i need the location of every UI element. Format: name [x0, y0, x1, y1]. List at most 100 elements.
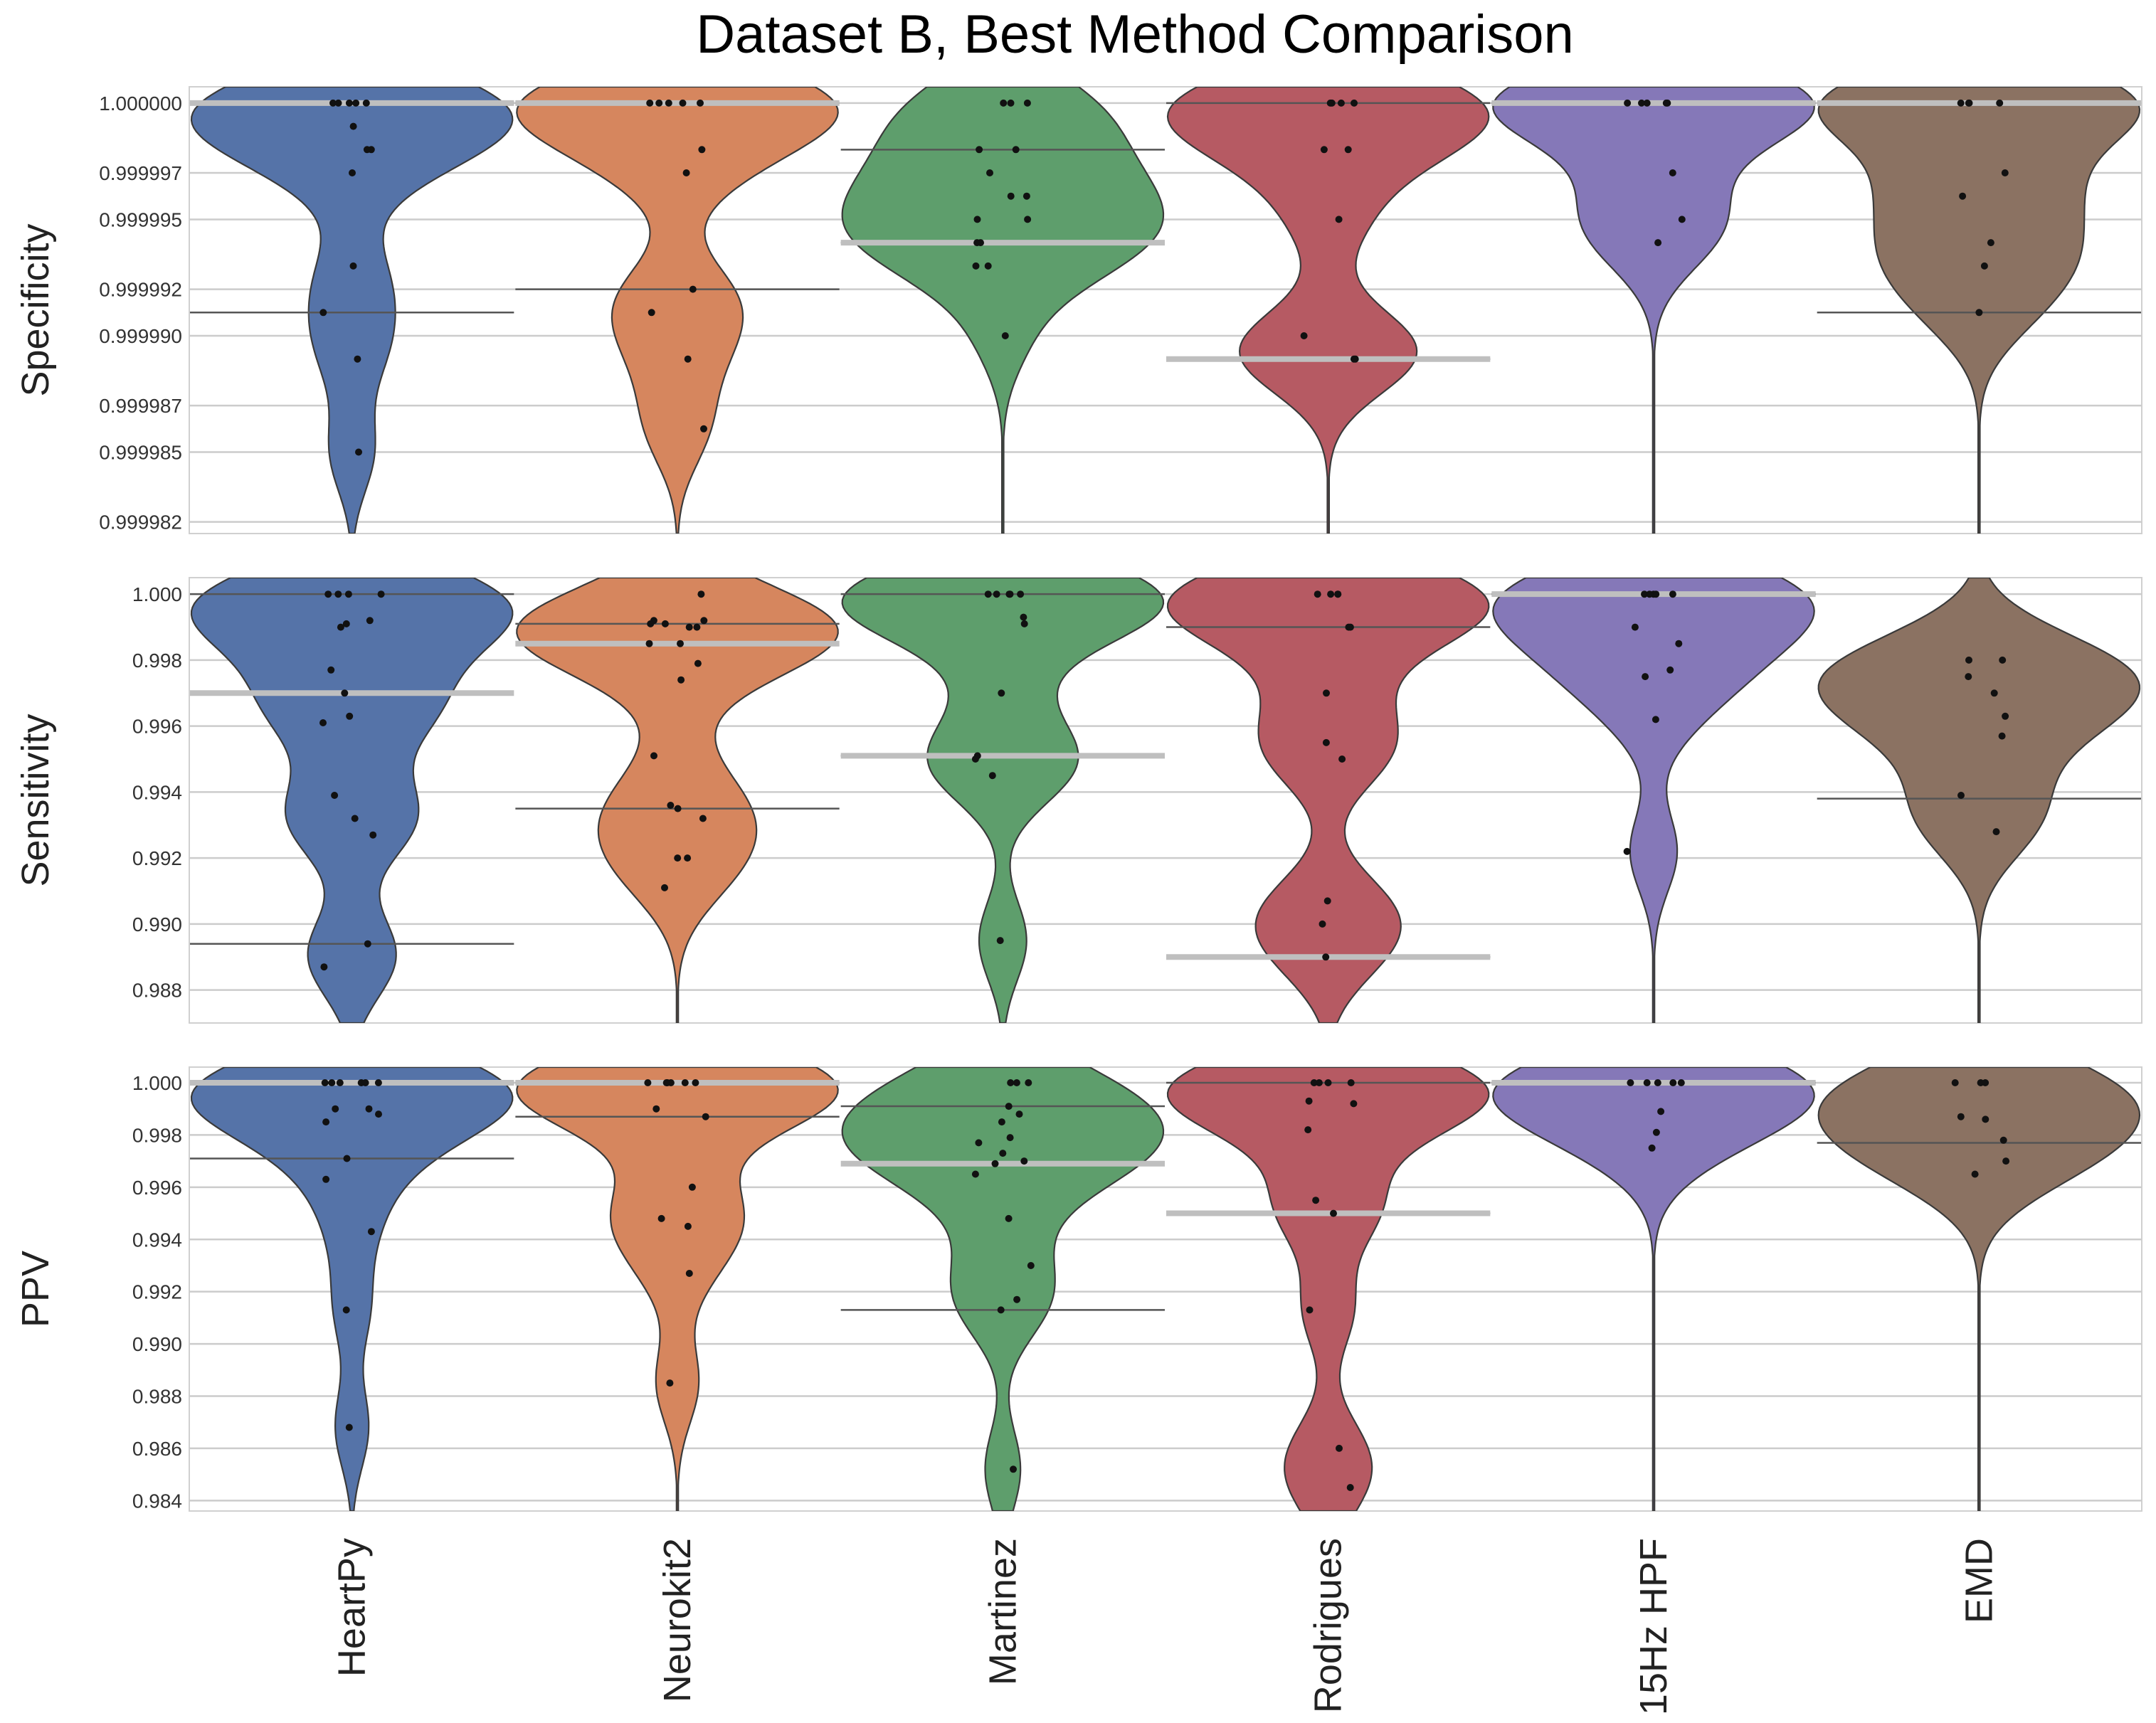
data-point [1654, 1079, 1661, 1086]
data-point [1007, 1079, 1015, 1086]
data-point [363, 146, 371, 154]
data-point [975, 1139, 983, 1147]
violin-emd [1817, 87, 2141, 534]
data-point [689, 285, 697, 293]
data-point [1643, 99, 1651, 107]
violin-body [1166, 87, 1490, 534]
data-point [1996, 99, 2004, 107]
data-point [1000, 99, 1008, 107]
data-point [972, 262, 980, 270]
data-point [1669, 169, 1676, 176]
data-point [327, 666, 335, 674]
data-point [1965, 656, 1972, 664]
data-point [367, 1228, 375, 1236]
data-point [692, 1079, 699, 1086]
panel-frame [189, 1066, 2142, 1512]
data-point [1015, 1110, 1023, 1118]
data-point [2002, 712, 2009, 720]
violin-body [190, 1067, 514, 1511]
plot-area [190, 1067, 2141, 1511]
data-point [324, 590, 332, 598]
panel-frame [189, 577, 2142, 1024]
data-point [1304, 1126, 1312, 1134]
y-tick-label: 0.994 [132, 1229, 182, 1251]
data-point [1652, 1128, 1660, 1136]
data-point [644, 1079, 652, 1086]
violin-neurokit2 [515, 87, 840, 534]
data-point [1677, 1079, 1685, 1086]
data-point [375, 1110, 382, 1118]
x-tick-label: 15Hz HPF [1632, 1538, 1675, 1715]
panel-sensitivity: 0.988 0.990 0.992 0.994 0.996 0.998 1.000 Sensi… [14, 577, 2142, 1024]
data-point [1024, 216, 1032, 223]
data-point [697, 99, 704, 107]
violin-emd [1817, 578, 2141, 1023]
data-point [349, 169, 356, 176]
data-point [1965, 99, 1973, 107]
y-tick-label: 0.986 [132, 1438, 182, 1460]
panel-specificity: 0.999982 0.999985 0.999987 0.999990 0.999992… [14, 86, 2142, 534]
y-axis-label: Sensitivity [14, 714, 57, 886]
violin-body [1817, 1067, 2141, 1511]
y-tick-label: 0.999990 [99, 325, 182, 347]
violin-heartpy [190, 578, 514, 1023]
data-point [1322, 738, 1330, 746]
data-point [1319, 920, 1326, 928]
violin-15hz-hpf [1491, 87, 1816, 534]
data-point [1623, 847, 1631, 855]
data-point [667, 802, 675, 809]
plot-area [190, 578, 2141, 1023]
data-point [998, 689, 1005, 697]
data-point [1005, 1214, 1013, 1222]
y-axis-label: Specificity [14, 223, 57, 396]
data-point [1641, 590, 1648, 598]
data-point [971, 756, 979, 763]
data-point [1027, 1262, 1035, 1269]
data-point [1980, 262, 1988, 270]
data-point [998, 1118, 1005, 1126]
data-point [657, 1214, 665, 1222]
violin-martinez [840, 87, 1165, 534]
data-point [364, 940, 371, 948]
data-point [1975, 309, 1983, 317]
data-point [1312, 1197, 1320, 1204]
violin-martinez [840, 578, 1165, 1023]
data-point [652, 1105, 660, 1113]
data-point [973, 239, 981, 247]
data-point [1306, 1306, 1314, 1314]
data-point [1300, 332, 1308, 339]
data-point [1669, 590, 1676, 598]
data-point [1627, 1079, 1634, 1086]
data-point [369, 831, 377, 839]
data-point [1664, 99, 1671, 107]
y-tick-label: 0.994 [132, 781, 182, 803]
data-point [1346, 623, 1354, 631]
data-point [1326, 99, 1334, 107]
data-point [1643, 1079, 1651, 1086]
data-point [321, 1079, 329, 1086]
data-point [1336, 1444, 1343, 1452]
data-point [1965, 673, 1972, 681]
data-point [1017, 590, 1025, 598]
data-point [2001, 169, 2009, 176]
data-point [352, 99, 360, 107]
y-tick-label: 0.999987 [99, 395, 182, 417]
data-point [365, 1105, 373, 1113]
data-point [1652, 590, 1660, 598]
data-point [1987, 239, 1994, 247]
data-point [345, 1424, 353, 1431]
data-point [1999, 1136, 2007, 1144]
y-tick-label: 1.000000 [99, 92, 182, 115]
data-point [698, 146, 706, 154]
data-point [984, 590, 992, 598]
data-point [1657, 1108, 1665, 1115]
data-point [971, 1170, 979, 1178]
x-tick-label: HeartPy [331, 1538, 374, 1677]
data-point [1007, 99, 1015, 107]
data-point [334, 99, 342, 107]
data-point [666, 1379, 674, 1387]
violin-heartpy [190, 1067, 514, 1511]
data-point [674, 854, 682, 862]
data-point [976, 146, 983, 154]
